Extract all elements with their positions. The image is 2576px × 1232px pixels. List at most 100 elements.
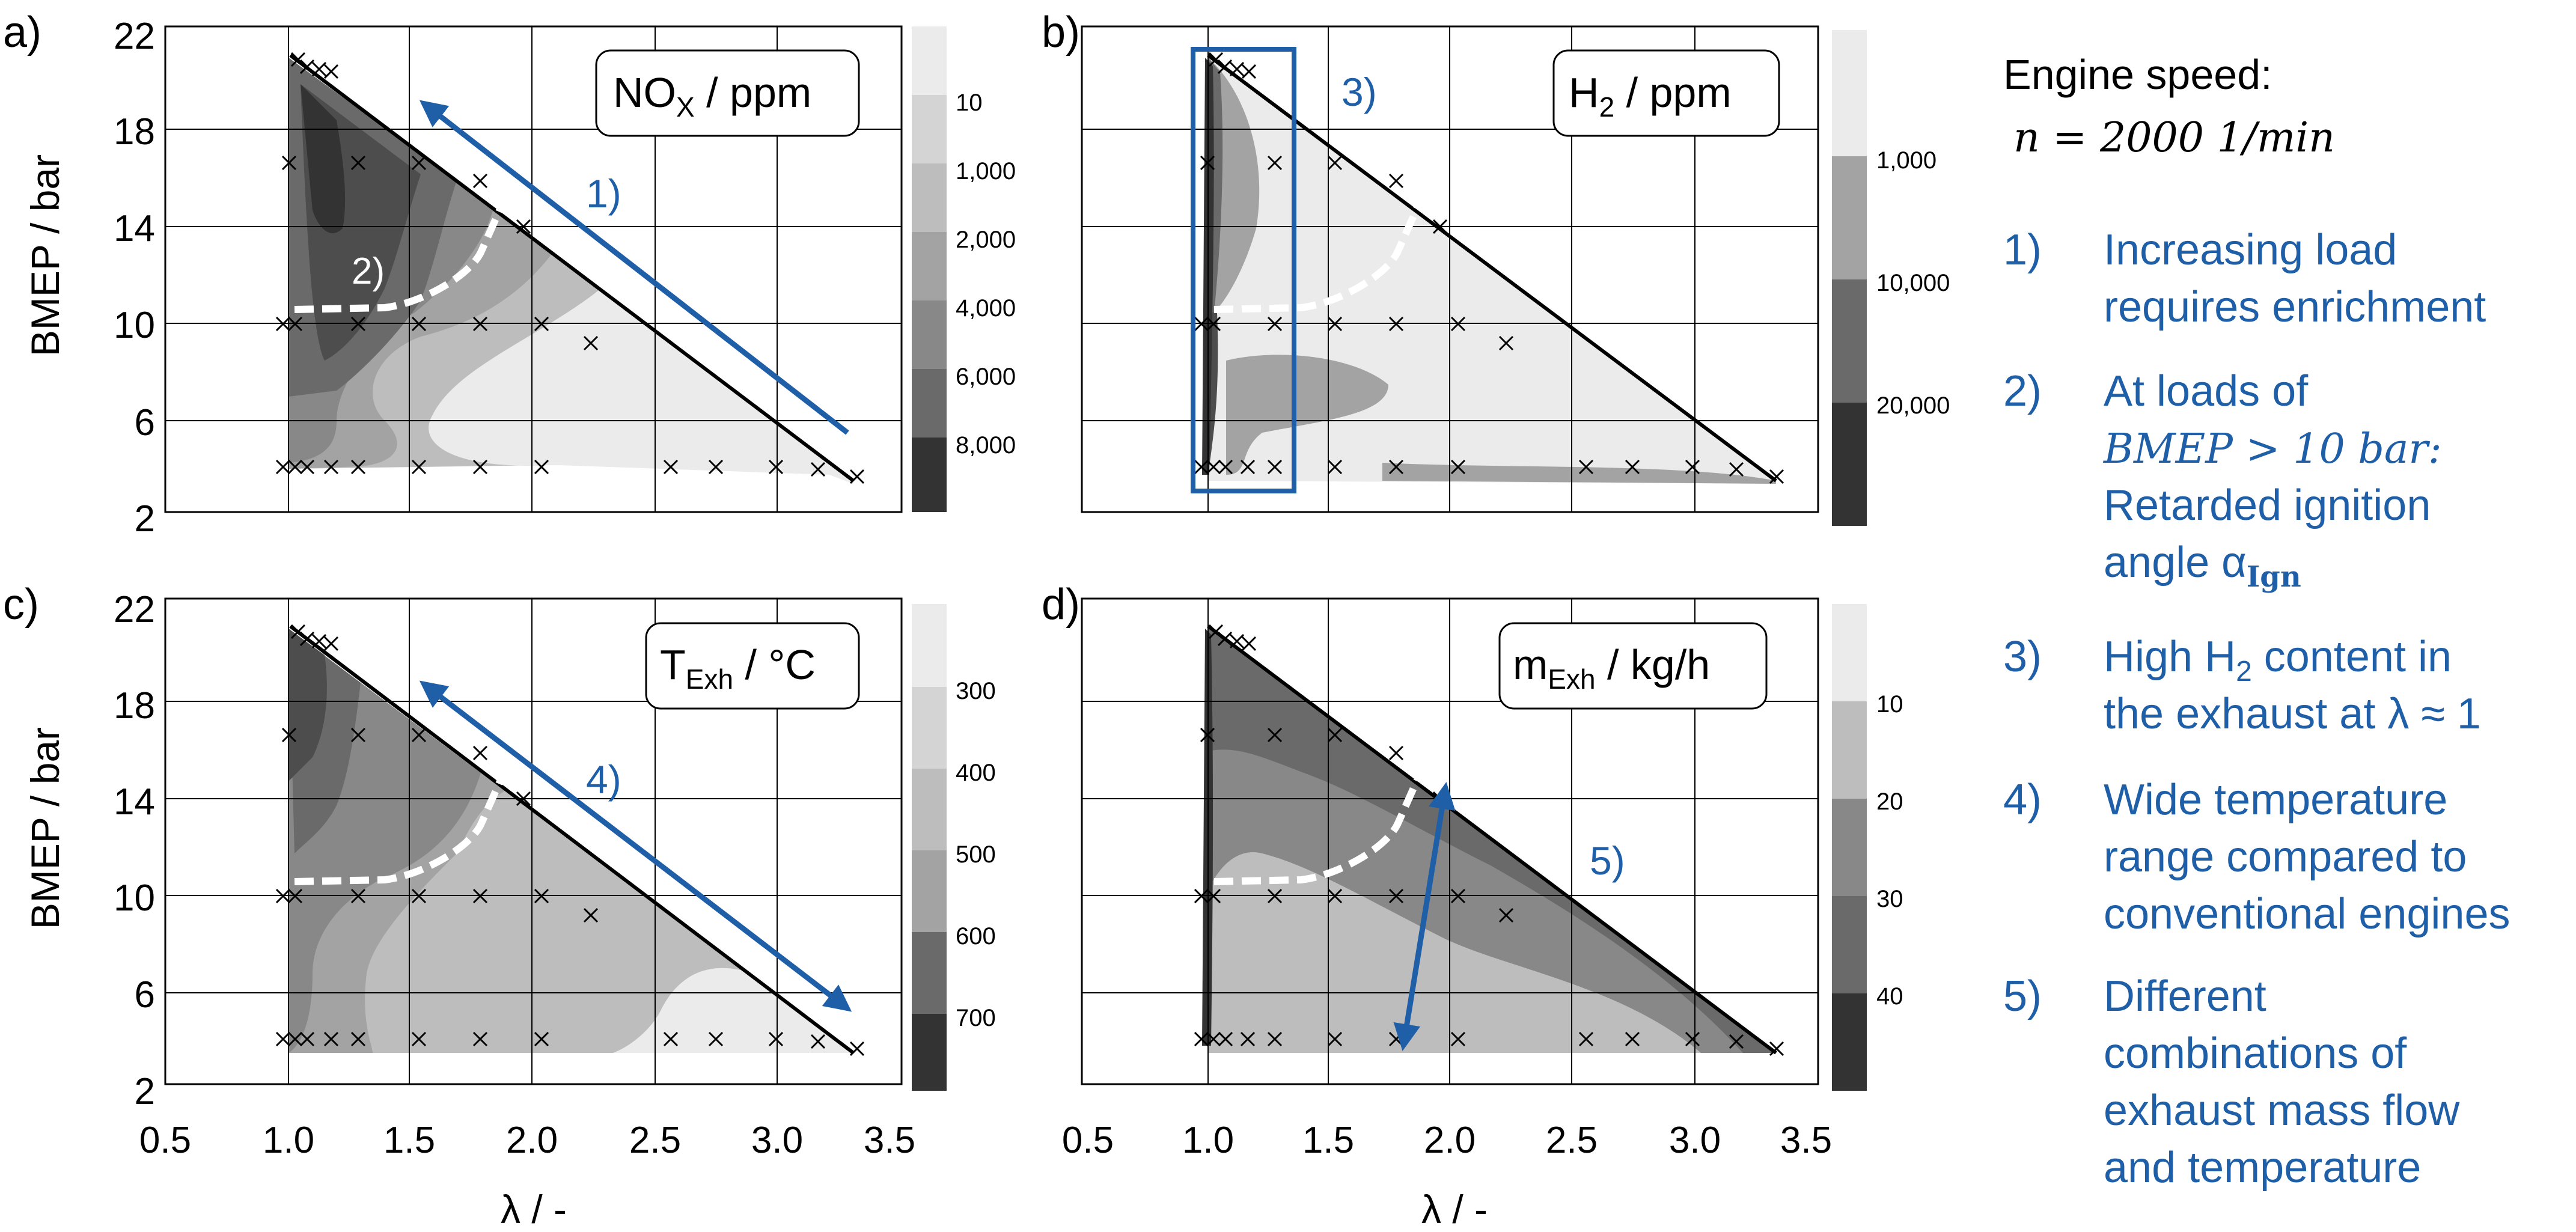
note-line: At loads of <box>2104 367 2309 415</box>
y-tick-label: 10 <box>114 305 155 346</box>
colorbar-label: 1,000 <box>956 158 1016 184</box>
x-tick-label: 2.5 <box>629 1120 681 1161</box>
panel-d: d) <box>1042 581 1903 1231</box>
x-tick-label: 3.5 <box>1780 1120 1832 1161</box>
title-box-d <box>1498 622 1768 710</box>
x-tick-label: 2.5 <box>1546 1120 1598 1161</box>
notes-panel: Engine speed: n = 2000 1/min 1) Increasi… <box>2003 51 2510 1192</box>
ignition-retard-line-b <box>1213 197 1425 313</box>
arrow-5 <box>1393 782 1456 1051</box>
panel-label-b: b) <box>1042 8 1080 56</box>
note-number: 4) <box>2003 776 2042 824</box>
ignition-retard-line-a <box>294 197 508 313</box>
panel-label-c: c) <box>3 581 39 629</box>
title-box-c <box>645 622 860 710</box>
note-number: 5) <box>2003 972 2042 1020</box>
colorbar-label: 300 <box>956 678 996 704</box>
markers-a <box>275 52 865 484</box>
x-tick-label: 1.5 <box>383 1120 435 1161</box>
colorbar-label: 1,000 <box>1876 147 1937 174</box>
note-number: 3) <box>2003 633 2042 681</box>
note-line: Different <box>2104 972 2266 1020</box>
colorbar-label: 600 <box>956 923 996 950</box>
x-tick-label: 2.0 <box>506 1120 558 1161</box>
y-tick-label: 22 <box>114 16 155 57</box>
colorbar-label: 20,000 <box>1876 392 1950 419</box>
markers-b <box>1194 52 1784 484</box>
colorbar-b: 1,000 10,000 20,000 <box>1832 30 1950 526</box>
note-line: requires enrichment <box>2104 283 2486 331</box>
x-tick-labels-c: 0.5 1.0 1.5 2.0 2.5 3.0 3.5 <box>139 1120 915 1161</box>
boundary-b <box>1207 53 1777 483</box>
y-tick-label: 18 <box>114 685 155 727</box>
y-axis-label-a: BMEP / bar <box>23 154 67 356</box>
x-tick-labels-d: 0.5 1.0 1.5 2.0 2.5 3.0 3.5 <box>1062 1120 1832 1161</box>
boundary-d <box>1207 624 1777 1055</box>
panel-label-a: a) <box>3 8 41 56</box>
x-tick-label: 1.0 <box>1182 1120 1234 1161</box>
note-line: conventional engines <box>2104 890 2510 938</box>
y-axis-label-c: BMEP / bar <box>23 727 67 929</box>
colorbar-label: 10,000 <box>1876 270 1950 296</box>
annotation-4-c: 4) <box>586 757 621 802</box>
y-tick-label: 2 <box>135 1071 155 1112</box>
note-line: exhaust mass flow <box>2104 1087 2460 1135</box>
note-line: Increasing load <box>2104 226 2397 274</box>
note-line: Wide temperature <box>2104 776 2447 824</box>
annotation-2-a: 2) <box>352 251 385 292</box>
colorbar-label: 500 <box>956 841 996 868</box>
note-number: 1) <box>2003 226 2042 274</box>
arrow-1 <box>419 100 849 435</box>
colorbar-label: 400 <box>956 760 996 786</box>
colorbar-label: 30 <box>1876 886 1903 912</box>
note-line: Retarded ignition <box>2104 481 2431 529</box>
note-2: 2) At loads of BMEP > 10 bar: Retarded i… <box>2003 367 2442 594</box>
x-tick-label: 3.0 <box>751 1120 803 1161</box>
note-1: 1) Increasing load requires enrichment <box>2003 226 2486 331</box>
note-line: combinations of <box>2104 1029 2407 1078</box>
colorbar-label: 8,000 <box>956 432 1016 459</box>
y-tick-label: 18 <box>114 111 155 153</box>
engine-speed-value: n = 2000 1/min <box>2013 114 2335 162</box>
contour-fill-b <box>1202 58 1776 484</box>
colorbar-label: 6,000 <box>956 364 1016 390</box>
y-tick-label: 6 <box>135 974 155 1016</box>
arrow-4 <box>419 680 852 1012</box>
note-line: the exhaust at λ ≈ 1 <box>2104 690 2481 738</box>
colorbar-d: 10 20 30 40 <box>1832 604 1903 1091</box>
colorbar-label: 4,000 <box>956 295 1016 322</box>
annotation-1-a: 1) <box>586 171 621 216</box>
x-tick-label: 1.5 <box>1302 1120 1354 1161</box>
y-tick-label: 14 <box>114 781 155 823</box>
colorbar-a: 10 1,000 2,000 4,000 6,000 8,000 <box>912 26 1016 512</box>
plot-frame-a <box>164 25 903 513</box>
colorbar-label: 700 <box>956 1005 996 1031</box>
title-box-a <box>595 49 860 137</box>
panel-b: b) <box>1042 8 1950 526</box>
x-axis-label-d: λ / - <box>1421 1187 1488 1231</box>
x-tick-label: 3.0 <box>1669 1120 1721 1161</box>
y-tick-labels-c: 2 6 10 14 18 22 <box>114 589 155 1112</box>
x-tick-label: 0.5 <box>1062 1120 1114 1161</box>
note-4: 4) Wide temperature range compared to co… <box>2003 776 2510 938</box>
panel-label-d: d) <box>1042 581 1080 629</box>
x-tick-label: 0.5 <box>139 1120 191 1161</box>
colorbar-label: 10 <box>1876 691 1903 718</box>
panel-c: c) 2 6 10 14 18 22 BMEP / bar <box>3 581 996 1231</box>
colorbar-c: 300 400 500 600 700 <box>912 604 996 1091</box>
note-line: BMEP > 10 bar: <box>2102 425 2442 473</box>
title-box-b <box>1552 49 1780 137</box>
note-line: range compared to <box>2104 833 2467 881</box>
title-a: NOX / ppm <box>613 69 811 123</box>
note-line: and temperature <box>2104 1144 2421 1192</box>
x-axis-label-c: λ / - <box>501 1187 567 1231</box>
panel-a: a) 2 6 10 14 18 22 BMEP / bar <box>3 8 1016 540</box>
annotation-3-b: 3) <box>1341 70 1377 114</box>
note-5: 5) Different combinations of exhaust mas… <box>2003 972 2460 1192</box>
x-tick-label: 1.0 <box>263 1120 314 1161</box>
y-tick-label: 14 <box>114 208 155 249</box>
note-3: 3) High H2 content in the exhaust at λ ≈… <box>2003 633 2481 738</box>
note-line: High H2 content in <box>2104 633 2452 688</box>
x-tick-label: 3.5 <box>864 1120 915 1161</box>
